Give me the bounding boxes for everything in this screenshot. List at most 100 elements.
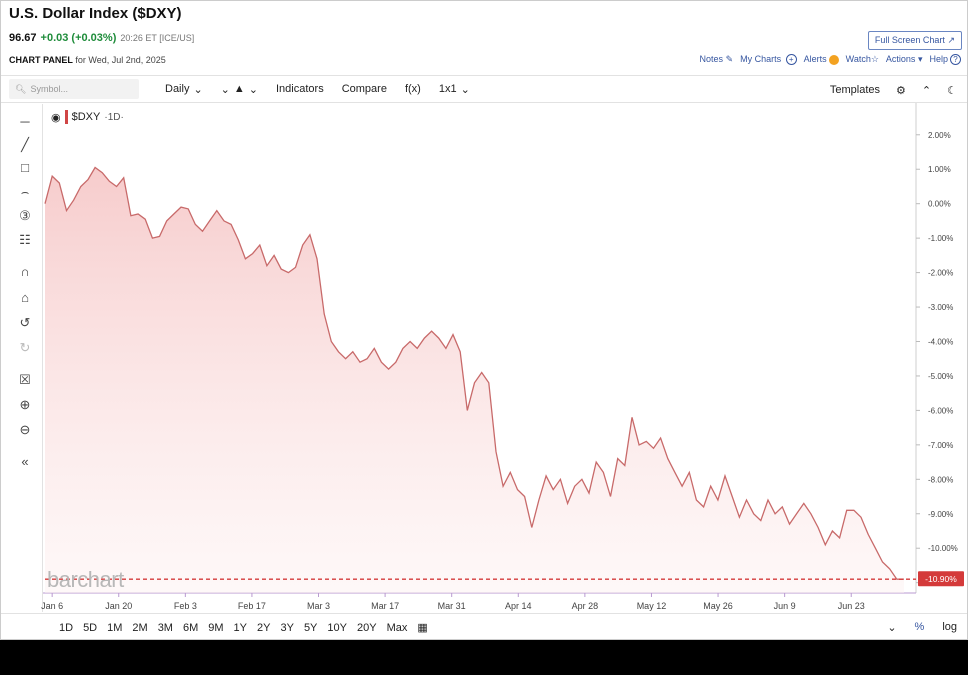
y-tick-label: -10.00% xyxy=(928,544,958,553)
eye-icon[interactable]: ◉ xyxy=(51,111,61,124)
undo-icon[interactable]: ↺ xyxy=(19,315,31,330)
chart-panel-label: CHART PANEL for Wed, Jul 2nd, 2025 xyxy=(9,55,166,65)
x-tick-label: Apr 14 xyxy=(505,601,532,611)
drawing-tools-sidebar: ─ ╱ □ ⌢ ③ ☷ ∩ ⌂ ↺ ↻ ☒ ⊕ ⊖ « xyxy=(1,104,43,612)
quote-time: 20:26 ET [ICE/US] xyxy=(120,33,195,43)
rectangle-icon[interactable]: □ xyxy=(21,160,29,175)
x-tick-label: Jan 6 xyxy=(41,601,63,611)
period-button-5y[interactable]: 5Y xyxy=(303,621,318,634)
period-button-1d[interactable]: 1D xyxy=(59,621,74,634)
x-tick-label: Mar 17 xyxy=(371,601,399,611)
zoom-out-icon[interactable]: ⊖ xyxy=(19,422,31,437)
compare-button[interactable]: Compare xyxy=(342,83,387,95)
question-icon: ? xyxy=(950,54,961,66)
price-chart[interactable]: 2.00% 1.00% 0.00% -1.00% -2.00% -3.00% -4.00% -… xyxy=(1,1,967,640)
mycharts-label: My Charts xyxy=(740,54,782,64)
actions-label: Actions xyxy=(885,54,916,64)
full-screen-button[interactable]: Full Screen Chart ↗ xyxy=(867,31,962,50)
layout-dropdown[interactable]: 1x1 ⌄ xyxy=(439,83,470,96)
series-symbol: $DXY xyxy=(71,111,101,123)
zoom-in-icon[interactable]: ⊕ xyxy=(19,397,31,412)
edit-icon: ✎ xyxy=(725,54,734,64)
y-tick-label: -1.00% xyxy=(928,234,953,243)
notes-link[interactable]: Notes ✎ xyxy=(700,54,734,65)
templates-button[interactable]: Templates xyxy=(829,84,881,96)
collapse-left-icon[interactable]: « xyxy=(21,454,29,469)
expand-icon: ↗ xyxy=(947,35,955,45)
actions-menu[interactable]: Actions ▾ xyxy=(886,54,923,65)
series-color-swatch xyxy=(64,110,68,124)
watch-link[interactable]: Watch☆ xyxy=(846,54,879,65)
alerts-label: Alerts xyxy=(803,54,827,64)
period-button-2y[interactable]: 2Y xyxy=(257,621,271,634)
period-button-20y[interactable]: 20Y xyxy=(356,621,377,634)
measure-icon[interactable]: ☷ xyxy=(19,232,31,247)
arc-icon[interactable]: ⌢ xyxy=(20,184,30,199)
redo-icon[interactable]: ↻ xyxy=(19,340,31,355)
chart-page: U.S. Dollar Index ($DXY) 96.67 +0.03 (+0… xyxy=(0,0,968,640)
y-tick-label: -3.00% xyxy=(928,303,953,312)
chart-type-dropdown[interactable]: ⌄ ▲ ⌄ xyxy=(221,83,258,96)
indicators-button[interactable]: Indicators xyxy=(276,83,324,95)
interval-dropdown[interactable]: Daily ⌄ xyxy=(165,83,203,96)
quote-line: 96.67 +0.03 (+0.03%) 20:26 ET [ICE/US] xyxy=(9,32,194,44)
function-button[interactable]: f(x) xyxy=(405,83,421,95)
chevron-down-icon: ⌄ xyxy=(220,83,230,96)
y-tick-label: -4.00% xyxy=(928,337,953,346)
chart-toolbar: 🔍︎ Symbol... Daily ⌄ ⌄ ▲ ⌄ Indicators Co… xyxy=(1,75,967,103)
y-tick-label: -5.00% xyxy=(928,372,953,381)
x-tick-label: Mar 3 xyxy=(307,601,330,611)
x-tick-label: Feb 3 xyxy=(174,601,197,611)
mountain-chart-icon: ▲ xyxy=(233,83,245,95)
y-tick-label: -6.00% xyxy=(928,406,953,415)
x-tick-label: Jun 23 xyxy=(838,601,865,611)
period-button-5d[interactable]: 5D xyxy=(83,621,98,634)
caret-down-icon: ▾ xyxy=(917,54,923,64)
help-label: Help xyxy=(929,54,948,64)
period-button-3y[interactable]: 3Y xyxy=(280,621,294,634)
text-icon[interactable]: ③ xyxy=(19,208,31,223)
settings-icon[interactable]: ⚙ xyxy=(896,84,906,97)
y-tick-label: -7.00% xyxy=(928,441,953,450)
x-tick-label: Jun 9 xyxy=(774,601,796,611)
collapse-icon[interactable]: ⌃ xyxy=(921,84,932,97)
collapse-down-icon[interactable]: ⌄ xyxy=(887,622,897,634)
log-scale-button[interactable]: log xyxy=(942,621,957,633)
period-button-1m[interactable]: 1M xyxy=(107,621,123,634)
period-buttons: 1D 5D 1M 2M 3M 6M 9M 1Y 2Y 3Y 5Y 10Y 20Y Max xyxy=(1,622,407,634)
full-screen-label: Full Screen Chart xyxy=(874,35,945,45)
x-tick-label: Feb 17 xyxy=(238,601,266,611)
trendline-icon[interactable]: ╱ xyxy=(21,137,29,152)
search-icon: 🔍︎ xyxy=(15,83,27,94)
lock-icon[interactable]: ⌂ xyxy=(21,290,29,305)
percent-scale-button[interactable]: % xyxy=(914,621,925,633)
period-button-9m[interactable]: 9M xyxy=(208,621,224,634)
period-button-2m[interactable]: 2M xyxy=(132,621,148,634)
indicators-label: Indicators xyxy=(276,83,324,95)
period-button-3m[interactable]: 3M xyxy=(157,621,173,634)
help-link[interactable]: Help? xyxy=(929,54,961,66)
moon-icon[interactable]: ☾ xyxy=(947,84,957,97)
period-button-1y[interactable]: 1Y xyxy=(233,621,247,634)
period-button-10y[interactable]: 10Y xyxy=(327,621,347,634)
search-placeholder: Symbol... xyxy=(30,84,68,94)
layout-label: 1x1 xyxy=(438,83,457,95)
x-tick-label: May 12 xyxy=(637,601,667,611)
price-change: +0.03 (+0.03%) xyxy=(40,32,117,44)
mycharts-link[interactable]: My Charts + xyxy=(740,54,797,66)
scale-options: ⌄ % log xyxy=(887,621,957,634)
crosshair-icon[interactable]: ─ xyxy=(20,114,30,129)
calendar-icon[interactable]: ▦ xyxy=(417,622,428,634)
period-button-max[interactable]: Max xyxy=(386,621,408,634)
magnet-icon[interactable]: ∩ xyxy=(20,264,30,279)
panel-title: CHART PANEL xyxy=(9,55,73,65)
last-price: 96.67 xyxy=(9,32,37,44)
period-button-6m[interactable]: 6M xyxy=(182,621,199,634)
alerts-link[interactable]: Alerts xyxy=(804,54,839,65)
y-tick-label: 1.00% xyxy=(928,165,951,174)
x-tick-label: Jan 20 xyxy=(105,601,132,611)
symbol-search-input[interactable]: 🔍︎ Symbol... xyxy=(9,79,139,99)
series-line xyxy=(44,166,904,580)
interval-label: Daily xyxy=(165,83,190,95)
trash-icon[interactable]: ☒ xyxy=(19,372,31,387)
